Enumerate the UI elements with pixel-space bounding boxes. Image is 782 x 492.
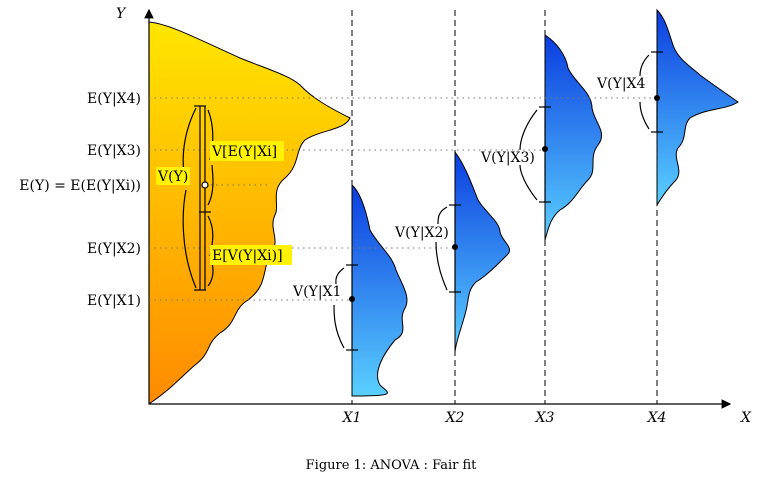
vy-label: V(Y): [157, 169, 188, 185]
between-variance-label: V[E(Y|Xi]: [211, 144, 277, 160]
marginal-distribution: [148, 21, 351, 405]
mean-marker-x4: [654, 95, 660, 101]
variance-bracket-x1: [333, 264, 358, 351]
x-axis-label: X: [740, 410, 752, 426]
ex4-label: E(Y|X4): [87, 91, 141, 107]
variance-bracket-x3: [519, 106, 551, 203]
ey-marker: [201, 181, 209, 189]
variance-label-x3: V(Y|X3): [480, 150, 535, 166]
conditional-distribution-x3: [544, 34, 603, 241]
ex2-label: E(Y|X2): [87, 241, 141, 257]
x3-label: X3: [535, 410, 555, 426]
conditional-distribution-x2: [454, 150, 511, 353]
x1-label: X1: [342, 410, 362, 426]
mean-marker-x1: [349, 296, 355, 302]
conditional-distribution-x4: [656, 8, 739, 207]
variance-label-x1: V(Y|X1: [292, 284, 341, 300]
mean-marker-x2: [452, 244, 458, 250]
variance-label-x4: V(Y|X4: [596, 76, 645, 92]
y-axis-label: Y: [116, 6, 127, 22]
within-highlight: [210, 245, 292, 265]
x2-label: X2: [445, 410, 465, 426]
ey-label: E(Y) = E(E(Y|Xi)): [19, 178, 141, 194]
vy-highlight: [156, 167, 190, 185]
conditional-distribution-x1: [351, 183, 408, 397]
x4-label: X4: [647, 410, 667, 426]
variance-label-x2: V(Y|X2): [394, 225, 449, 241]
variance-bracket-x4: [639, 51, 663, 133]
ex3-label: E(Y|X3): [87, 143, 141, 159]
figure-caption: Figure 1: ANOVA : Fair fit: [305, 458, 477, 473]
mean-marker-x3: [542, 146, 548, 152]
ex1-label: E(Y|X1): [87, 293, 141, 309]
within-variance-label: E[V(Y|Xi)]: [212, 248, 283, 264]
between-highlight: [210, 141, 284, 161]
